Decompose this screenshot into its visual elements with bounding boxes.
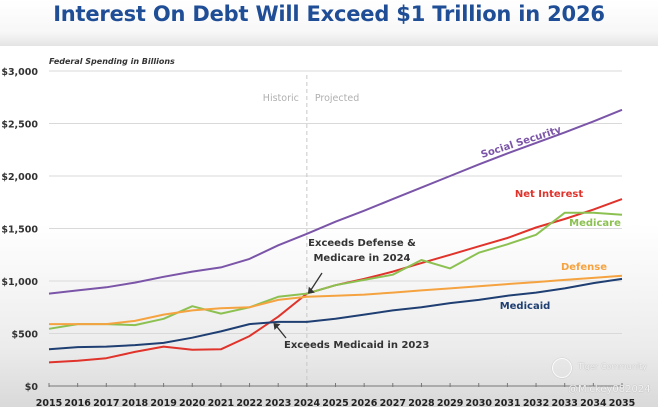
y-tick-label: $3,000 <box>1 67 38 78</box>
arrowhead-icon <box>307 286 315 294</box>
y-tick-label: $0 <box>25 382 39 393</box>
y-tick-label: $2,000 <box>1 172 38 183</box>
x-tick-label: 2021 <box>208 398 234 407</box>
series-line-medicare <box>48 211 623 330</box>
annotations: Exceeds Defense & Medicare in 2024 Exceeds… <box>273 238 429 351</box>
tiger-logo-icon <box>552 358 572 378</box>
chart-title: Interest On Debt Will Exceed $1 Trillion… <box>53 2 605 26</box>
historic-projected-divider: Historic Projected <box>263 75 359 386</box>
x-tick-label: 2024 <box>294 398 321 407</box>
y-tick-label: $1,000 <box>1 277 38 288</box>
series-label: Defense <box>561 262 607 273</box>
x-tick-label: 2026 <box>351 398 378 407</box>
projected-label: Projected <box>315 93 359 104</box>
annotation-text: Medicare in 2024 <box>313 253 410 264</box>
y-tick-label: $500 <box>12 330 39 341</box>
watermark-handle: @Mickey082024 <box>568 384 651 395</box>
x-tick-label: 2031 <box>494 398 520 407</box>
x-tick-label: 2018 <box>122 398 149 407</box>
x-tick-label: 2030 <box>466 398 493 407</box>
x-tick-label: 2015 <box>36 398 62 407</box>
series-label: Medicare <box>569 218 621 229</box>
x-tick-label: 2033 <box>551 398 577 407</box>
y-tick-label: $2,500 <box>1 120 38 131</box>
x-tick-label: 2027 <box>380 398 406 407</box>
x-tick-label: 2016 <box>64 398 91 407</box>
arrowhead-icon <box>273 322 281 330</box>
series-line-defense <box>49 274 623 326</box>
historic-label: Historic <box>263 93 299 104</box>
series-label: Net Interest <box>515 189 583 200</box>
x-tick-label: 2035 <box>609 398 635 407</box>
y-tick-label: $1,500 <box>1 225 38 236</box>
series-line-medicaid <box>48 277 623 351</box>
x-tick-label: 2034 <box>580 398 607 407</box>
series-label: Social Security <box>480 124 564 160</box>
axes: $0 $500 $1,000 $1,500 $2,000 $2,500 $3,000 2015… <box>1 67 635 407</box>
x-tick-label: 2028 <box>408 398 435 407</box>
x-tick-label: 2017 <box>93 398 119 407</box>
x-tick-label: 2032 <box>523 398 549 407</box>
series-line-social-security <box>48 108 623 295</box>
x-tick-label: 2025 <box>322 398 348 407</box>
annotation-text: Exceeds Defense & <box>308 238 416 249</box>
x-tick-label: 2019 <box>150 398 176 407</box>
chart-subtitle: Federal Spending in Billions <box>49 57 175 66</box>
series-lines <box>48 108 623 364</box>
series-label: Medicaid <box>500 301 551 312</box>
annotation-text: Exceeds Medicaid in 2023 <box>284 340 429 351</box>
gridlines <box>49 70 622 334</box>
title-bar <box>0 0 658 46</box>
annotation-arrow <box>309 272 323 293</box>
watermark-community: Tiger Community <box>578 362 647 371</box>
x-tick-label: 2020 <box>179 398 206 407</box>
x-tick-label: 2029 <box>437 398 463 407</box>
x-tick-label: 2022 <box>236 398 262 407</box>
x-tick-label: 2023 <box>265 398 291 407</box>
